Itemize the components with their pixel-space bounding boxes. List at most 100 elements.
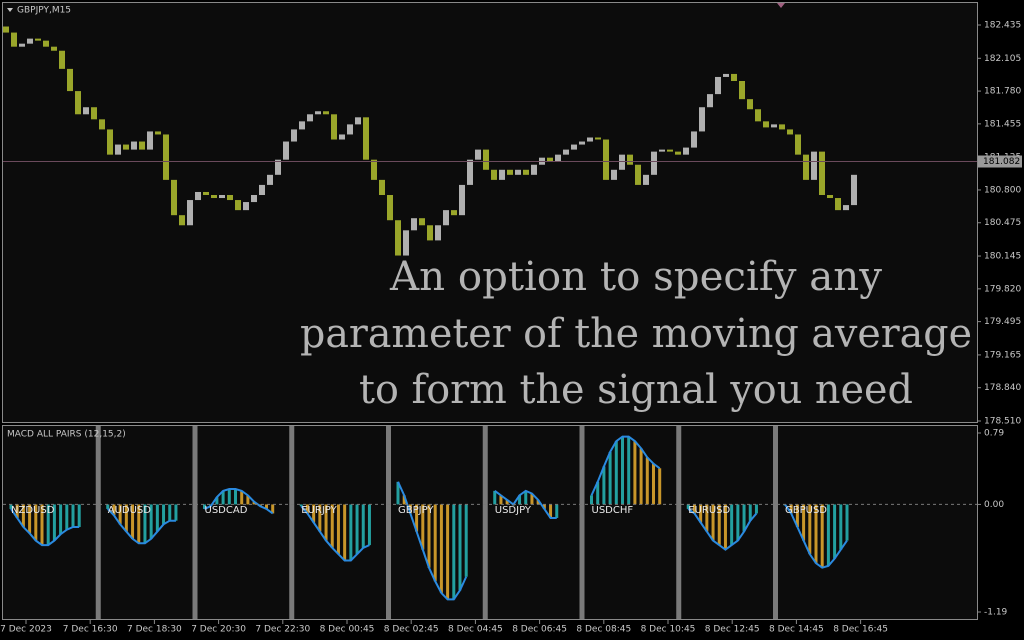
candle-body	[75, 91, 81, 115]
candle-body	[43, 40, 49, 47]
histogram-bar	[9, 504, 13, 509]
histogram-bar	[814, 504, 818, 564]
pair-separator	[289, 426, 295, 619]
histogram-bar	[699, 504, 703, 523]
histogram-bar	[530, 493, 534, 505]
shift-marker[interactable]	[777, 3, 785, 8]
candle-body	[251, 195, 257, 203]
candle-body	[435, 225, 441, 241]
y-tick-label: 179.165	[984, 350, 1021, 360]
menu-arrow[interactable]	[7, 8, 13, 12]
histogram-bar	[215, 497, 219, 505]
pair-label: USDCHF	[592, 505, 634, 516]
current-price-label: 181.082	[983, 157, 1020, 167]
candle-body	[355, 117, 361, 125]
indicator-pane	[2, 425, 978, 620]
candle-body	[227, 195, 233, 201]
signal-line	[784, 503, 848, 569]
histogram-bar	[305, 504, 309, 514]
candle-body	[243, 202, 249, 211]
histogram-bar	[118, 504, 122, 525]
candle-body	[843, 205, 849, 211]
histogram-bar	[433, 504, 437, 582]
x-tick-label: 7 Dec 16:30	[63, 625, 118, 635]
indicator-title: MACD ALL PAIRS (12,15,2)	[7, 430, 126, 440]
candle-body	[459, 184, 465, 216]
candle-body	[371, 159, 377, 180]
candle-body	[115, 144, 121, 155]
candle-body	[315, 111, 321, 115]
histogram-bar	[34, 504, 38, 541]
histogram-bar	[77, 504, 81, 528]
histogram-bar	[505, 499, 509, 505]
x-tick-label: 7 Dec 2023	[0, 625, 52, 635]
current-price-box	[978, 155, 1022, 168]
signal-line	[107, 508, 176, 545]
candle-body	[19, 43, 25, 47]
candle-body	[235, 200, 241, 211]
y-tick-label: 0.79	[984, 429, 1004, 439]
candle-body	[99, 119, 105, 130]
histogram-bar	[446, 504, 450, 600]
candle-body	[339, 134, 345, 140]
x-tick-label: 7 Dec 18:30	[127, 625, 182, 635]
histogram-bar	[717, 504, 721, 546]
histogram-bar	[174, 504, 178, 521]
candle-body	[691, 131, 697, 148]
histogram-bar	[162, 504, 166, 525]
candle-body	[139, 141, 145, 150]
signal-line	[300, 505, 370, 562]
pair-label: GBPUSD	[785, 505, 827, 516]
pair-separator	[192, 426, 198, 619]
candle-body	[835, 198, 841, 211]
candle-body	[195, 191, 201, 201]
candle-body	[323, 111, 329, 115]
y-tick-label: 178.840	[984, 383, 1021, 393]
histogram-bar	[427, 504, 431, 568]
candle-body	[219, 195, 225, 199]
y-tick-label: 182.435	[984, 21, 1021, 31]
symbol-label: GBPJPY,M15	[17, 6, 71, 16]
histogram-bar	[658, 468, 662, 505]
histogram-bar	[493, 490, 497, 505]
histogram-bar	[336, 504, 340, 555]
histogram-bar	[549, 504, 553, 518]
x-tick-label: 8 Dec 10:45	[641, 625, 696, 635]
candle-body	[547, 157, 553, 162]
indicator: NZDUSD AUDUSD USDCAD EURJPY GBPJPY USDJPY USDC…	[9, 426, 849, 619]
y-tick-label: 182.105	[984, 54, 1021, 64]
histogram-bar	[361, 504, 365, 548]
y-tick-label: -1.19	[984, 608, 1008, 618]
x-tick-label: 8 Dec 14:45	[769, 625, 824, 635]
pair-label: NZDUSD	[11, 505, 55, 516]
histogram-bar	[355, 504, 359, 555]
candle-body	[739, 80, 745, 100]
candle-body	[403, 230, 409, 256]
candle-body	[723, 73, 729, 77]
x-tick-label: 8 Dec 08:45	[576, 625, 631, 635]
candle-body	[51, 46, 57, 51]
pair-label: USDCAD	[205, 505, 248, 516]
candle-body	[451, 210, 457, 216]
histogram-bar	[542, 504, 546, 509]
candle-body	[523, 169, 529, 175]
histogram-bar	[65, 504, 69, 530]
histogram-bar	[46, 504, 50, 546]
histogram-bar	[421, 504, 425, 550]
histogram-bar	[730, 504, 734, 546]
candle-body	[555, 154, 561, 162]
candle-body	[603, 139, 609, 180]
candle-body	[531, 164, 537, 175]
histogram-bar	[802, 504, 806, 541]
candle-body	[131, 141, 137, 150]
signal-line	[397, 481, 468, 601]
histogram-bar	[227, 489, 231, 505]
candle-body	[651, 151, 657, 175]
histogram-bar	[826, 504, 830, 566]
histogram-bar	[518, 495, 522, 505]
y-tick-label: 178.510	[984, 417, 1021, 427]
candle-body	[803, 154, 809, 180]
histogram-bar	[754, 504, 758, 514]
histogram-bar	[524, 490, 528, 505]
histogram-bar	[614, 441, 618, 505]
